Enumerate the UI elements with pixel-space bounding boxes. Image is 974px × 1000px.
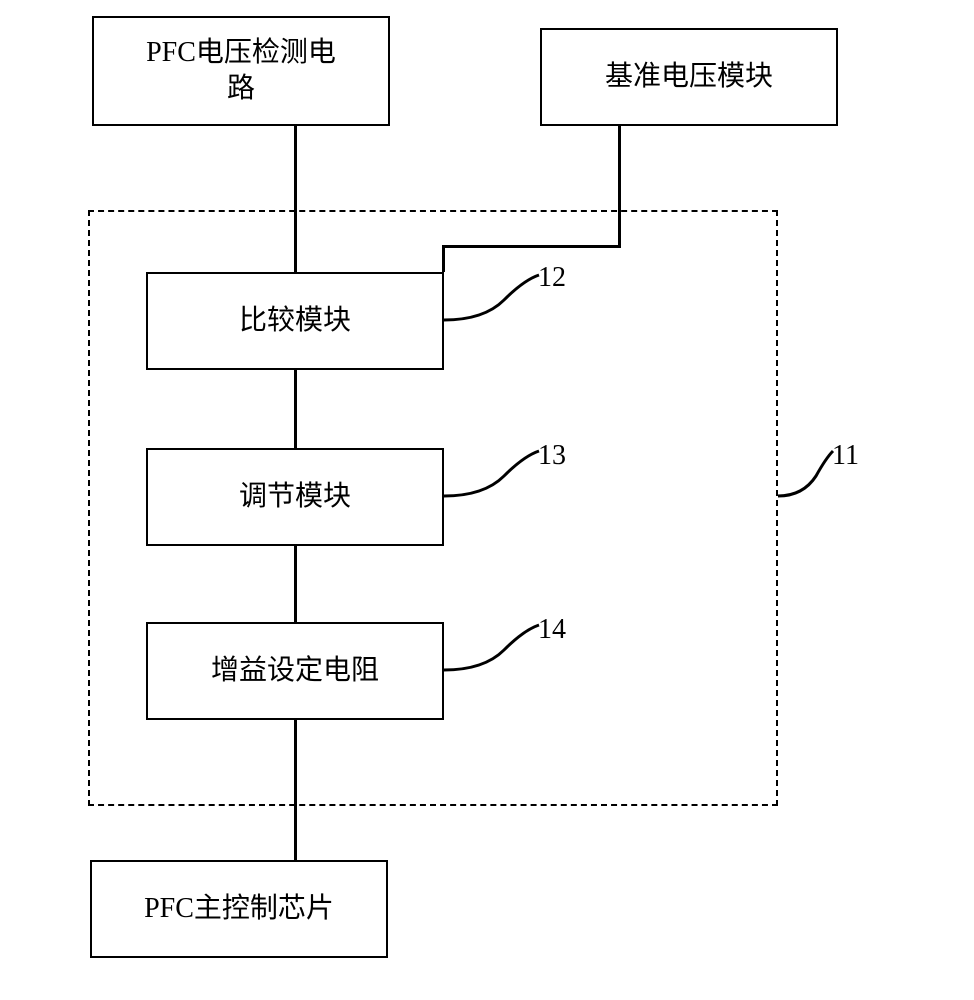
callout-curve-13 [444,446,544,506]
pfc-main-chip-block: PFC主控制芯片 [90,860,388,958]
gain-resistor-block: 增益设定电阻 [146,622,444,720]
reference-voltage-block: 基准电压模块 [540,28,838,126]
callout-label-12: 12 [538,262,566,294]
pfc-voltage-detect-block: PFC电压检测电 路 [92,16,390,126]
line-ref-vertical [618,126,621,248]
pfc-main-chip-label: PFC主控制芯片 [144,891,334,927]
callout-label-13: 13 [538,440,566,472]
callout-label-11: 11 [832,440,859,472]
adjust-module-block: 调节模块 [146,448,444,546]
line-compare-to-adjust [294,370,297,448]
line-adjust-to-gain [294,546,297,622]
line-detect-to-compare [294,126,297,272]
callout-label-14: 14 [538,614,566,646]
callout-curve-12 [444,270,544,330]
gain-resistor-label: 增益设定电阻 [211,653,379,689]
callout-curve-11 [778,446,838,506]
compare-module-block: 比较模块 [146,272,444,370]
compare-module-label: 比较模块 [239,303,351,339]
line-ref-horizontal [442,245,621,248]
callout-curve-14 [444,620,544,680]
line-gain-to-chip [294,720,297,860]
pfc-voltage-detect-label: PFC电压检测电 路 [146,35,336,108]
reference-voltage-label: 基准电压模块 [605,59,773,95]
adjust-module-label: 调节模块 [239,479,351,515]
line-ref-vertical2 [442,245,445,272]
